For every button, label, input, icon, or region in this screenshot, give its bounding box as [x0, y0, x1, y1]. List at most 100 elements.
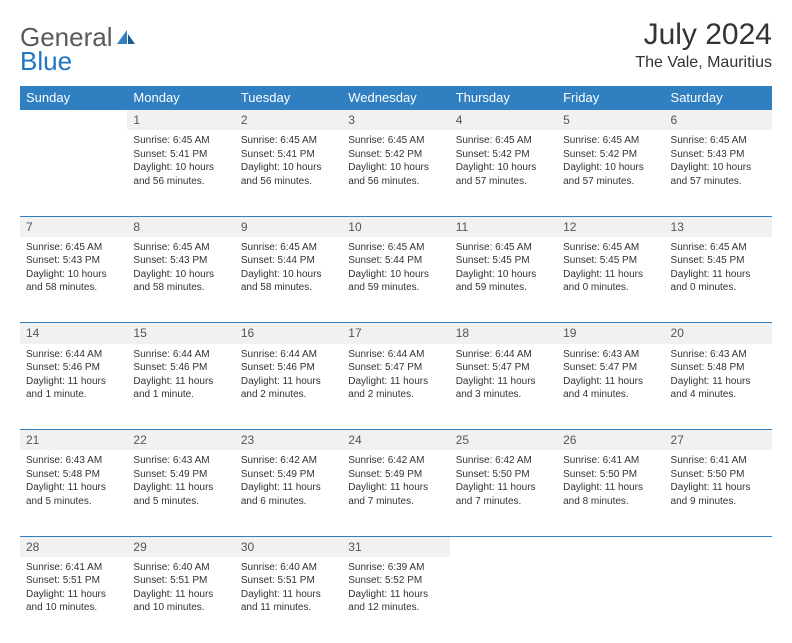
- day-number-cell: 9: [235, 216, 342, 237]
- daynum-row: 78910111213: [20, 216, 772, 237]
- sunrise-line: Sunrise: 6:45 AM: [348, 241, 443, 255]
- day-number-cell: 24: [342, 430, 449, 451]
- daylight-line: Daylight: 11 hours and 3 minutes.: [456, 375, 551, 402]
- day-cell: Sunrise: 6:45 AMSunset: 5:42 PMDaylight:…: [450, 130, 557, 216]
- sunset-line: Sunset: 5:43 PM: [26, 254, 121, 268]
- sunset-line: Sunset: 5:50 PM: [456, 468, 551, 482]
- sunrise-line: Sunrise: 6:40 AM: [133, 561, 228, 575]
- weekday-header: Monday: [127, 86, 234, 110]
- daynum-row: 123456: [20, 110, 772, 131]
- day-cell: Sunrise: 6:43 AMSunset: 5:47 PMDaylight:…: [557, 344, 664, 430]
- daylight-line: Daylight: 11 hours and 9 minutes.: [671, 481, 766, 508]
- day-number-cell: 6: [665, 110, 772, 131]
- daylight-line: Daylight: 11 hours and 1 minute.: [133, 375, 228, 402]
- day-number-cell: 3: [342, 110, 449, 131]
- weekday-header: Sunday: [20, 86, 127, 110]
- daylight-line: Daylight: 10 hours and 58 minutes.: [241, 268, 336, 295]
- day-cell-body: Sunrise: 6:39 AMSunset: 5:52 PMDaylight:…: [342, 557, 449, 621]
- calendar-table: Sunday Monday Tuesday Wednesday Thursday…: [20, 86, 772, 643]
- day-cell-body: Sunrise: 6:44 AMSunset: 5:47 PMDaylight:…: [450, 344, 557, 408]
- sunrise-line: Sunrise: 6:41 AM: [26, 561, 121, 575]
- day-cell-body: Sunrise: 6:45 AMSunset: 5:42 PMDaylight:…: [450, 130, 557, 194]
- sunset-line: Sunset: 5:50 PM: [563, 468, 658, 482]
- sunset-line: Sunset: 5:41 PM: [241, 148, 336, 162]
- day-cell-body: Sunrise: 6:44 AMSunset: 5:46 PMDaylight:…: [127, 344, 234, 408]
- daylight-line: Daylight: 10 hours and 58 minutes.: [133, 268, 228, 295]
- daylight-line: Daylight: 11 hours and 0 minutes.: [671, 268, 766, 295]
- sunset-line: Sunset: 5:50 PM: [671, 468, 766, 482]
- daylight-line: Daylight: 11 hours and 12 minutes.: [348, 588, 443, 615]
- day-cell: Sunrise: 6:45 AMSunset: 5:43 PMDaylight:…: [20, 237, 127, 323]
- day-cell-body: Sunrise: 6:45 AMSunset: 5:44 PMDaylight:…: [235, 237, 342, 301]
- sunrise-line: Sunrise: 6:44 AM: [456, 348, 551, 362]
- sunset-line: Sunset: 5:42 PM: [456, 148, 551, 162]
- day-number-cell: 27: [665, 430, 772, 451]
- day-cell: Sunrise: 6:44 AMSunset: 5:47 PMDaylight:…: [450, 344, 557, 430]
- daylight-line: Daylight: 10 hours and 56 minutes.: [348, 161, 443, 188]
- day-cell: Sunrise: 6:45 AMSunset: 5:42 PMDaylight:…: [342, 130, 449, 216]
- sunrise-line: Sunrise: 6:45 AM: [26, 241, 121, 255]
- day-cell: Sunrise: 6:42 AMSunset: 5:49 PMDaylight:…: [342, 450, 449, 536]
- daylight-line: Daylight: 11 hours and 4 minutes.: [671, 375, 766, 402]
- sunrise-line: Sunrise: 6:45 AM: [563, 134, 658, 148]
- day-cell: Sunrise: 6:43 AMSunset: 5:49 PMDaylight:…: [127, 450, 234, 536]
- daylight-line: Daylight: 11 hours and 1 minute.: [26, 375, 121, 402]
- daylight-line: Daylight: 11 hours and 5 minutes.: [133, 481, 228, 508]
- day-cell: Sunrise: 6:40 AMSunset: 5:51 PMDaylight:…: [127, 557, 234, 643]
- daylight-line: Daylight: 11 hours and 7 minutes.: [348, 481, 443, 508]
- day-cell: Sunrise: 6:44 AMSunset: 5:47 PMDaylight:…: [342, 344, 449, 430]
- sunrise-line: Sunrise: 6:44 AM: [348, 348, 443, 362]
- weekday-header: Wednesday: [342, 86, 449, 110]
- day-cell: Sunrise: 6:45 AMSunset: 5:41 PMDaylight:…: [235, 130, 342, 216]
- day-cell: Sunrise: 6:43 AMSunset: 5:48 PMDaylight:…: [20, 450, 127, 536]
- day-cell: Sunrise: 6:45 AMSunset: 5:44 PMDaylight:…: [342, 237, 449, 323]
- daylight-line: Daylight: 10 hours and 59 minutes.: [456, 268, 551, 295]
- day-number-cell: [450, 536, 557, 557]
- day-number-cell: 4: [450, 110, 557, 131]
- day-number-cell: 17: [342, 323, 449, 344]
- daylight-line: Daylight: 10 hours and 57 minutes.: [456, 161, 551, 188]
- day-cell-body: Sunrise: 6:45 AMSunset: 5:41 PMDaylight:…: [127, 130, 234, 194]
- day-cell-body: Sunrise: 6:42 AMSunset: 5:50 PMDaylight:…: [450, 450, 557, 514]
- location-subtitle: The Vale, Mauritius: [635, 54, 772, 72]
- week-row: Sunrise: 6:45 AMSunset: 5:41 PMDaylight:…: [20, 130, 772, 216]
- day-cell-body: Sunrise: 6:44 AMSunset: 5:46 PMDaylight:…: [235, 344, 342, 408]
- day-cell-body: Sunrise: 6:45 AMSunset: 5:43 PMDaylight:…: [665, 130, 772, 194]
- sunset-line: Sunset: 5:47 PM: [563, 361, 658, 375]
- daylight-line: Daylight: 11 hours and 4 minutes.: [563, 375, 658, 402]
- sunset-line: Sunset: 5:45 PM: [456, 254, 551, 268]
- week-row: Sunrise: 6:41 AM Sunset: 5:51 PM Daylight:…: [20, 557, 772, 643]
- day-cell: Sunrise: 6:44 AMSunset: 5:46 PMDaylight:…: [20, 344, 127, 430]
- day-number-cell: [557, 536, 664, 557]
- day-number-cell: 11: [450, 216, 557, 237]
- sunrise-line: Sunrise: 6:45 AM: [671, 241, 766, 255]
- sunset-line: Sunset: 5:51 PM: [133, 574, 228, 588]
- sunrise-line: Sunrise: 6:44 AM: [241, 348, 336, 362]
- daylight-line: Daylight: 11 hours and 7 minutes.: [456, 481, 551, 508]
- day-cell: Sunrise: 6:45 AMSunset: 5:43 PMDaylight:…: [127, 237, 234, 323]
- day-cell: Sunrise: 6:41 AMSunset: 5:51 PMDaylight:…: [20, 557, 127, 643]
- day-cell-body: Sunrise: 6:43 AMSunset: 5:48 PMDaylight:…: [665, 344, 772, 408]
- day-number-cell: 14: [20, 323, 127, 344]
- sunrise-line: Sunrise: 6:43 AM: [133, 454, 228, 468]
- sunset-line: Sunset: 5:49 PM: [133, 468, 228, 482]
- sunrise-line: Sunrise: 6:45 AM: [456, 241, 551, 255]
- day-cell: Sunrise: 6:45 AMSunset: 5:42 PMDaylight:…: [557, 130, 664, 216]
- sunset-line: Sunset: 5:46 PM: [26, 361, 121, 375]
- day-cell: Sunrise: 6:45 AMSunset: 5:44 PMDaylight:…: [235, 237, 342, 323]
- day-cell: Sunrise: 6:45 AMSunset: 5:43 PMDaylight:…: [665, 130, 772, 216]
- day-cell: Sunrise: 6:44 AMSunset: 5:46 PMDaylight:…: [235, 344, 342, 430]
- day-number-cell: 26: [557, 430, 664, 451]
- day-cell: Sunrise: 6:39 AMSunset: 5:52 PMDaylight:…: [342, 557, 449, 643]
- day-cell-body: Sunrise: 6:42 AMSunset: 5:49 PMDaylight:…: [235, 450, 342, 514]
- sunset-line: Sunset: 5:41 PM: [133, 148, 228, 162]
- sunrise-line: Sunrise: 6:45 AM: [241, 134, 336, 148]
- sunset-line: Sunset: 5:47 PM: [348, 361, 443, 375]
- day-cell-body: Sunrise: 6:40 AMSunset: 5:51 PMDaylight:…: [127, 557, 234, 621]
- day-cell-body: Sunrise: 6:45 AMSunset: 5:45 PMDaylight:…: [665, 237, 772, 301]
- sunset-line: Sunset: 5:45 PM: [563, 254, 658, 268]
- day-cell-body: Sunrise: 6:41 AMSunset: 5:50 PMDaylight:…: [557, 450, 664, 514]
- sunrise-line: Sunrise: 6:41 AM: [563, 454, 658, 468]
- day-number-cell: 2: [235, 110, 342, 131]
- day-number-cell: 23: [235, 430, 342, 451]
